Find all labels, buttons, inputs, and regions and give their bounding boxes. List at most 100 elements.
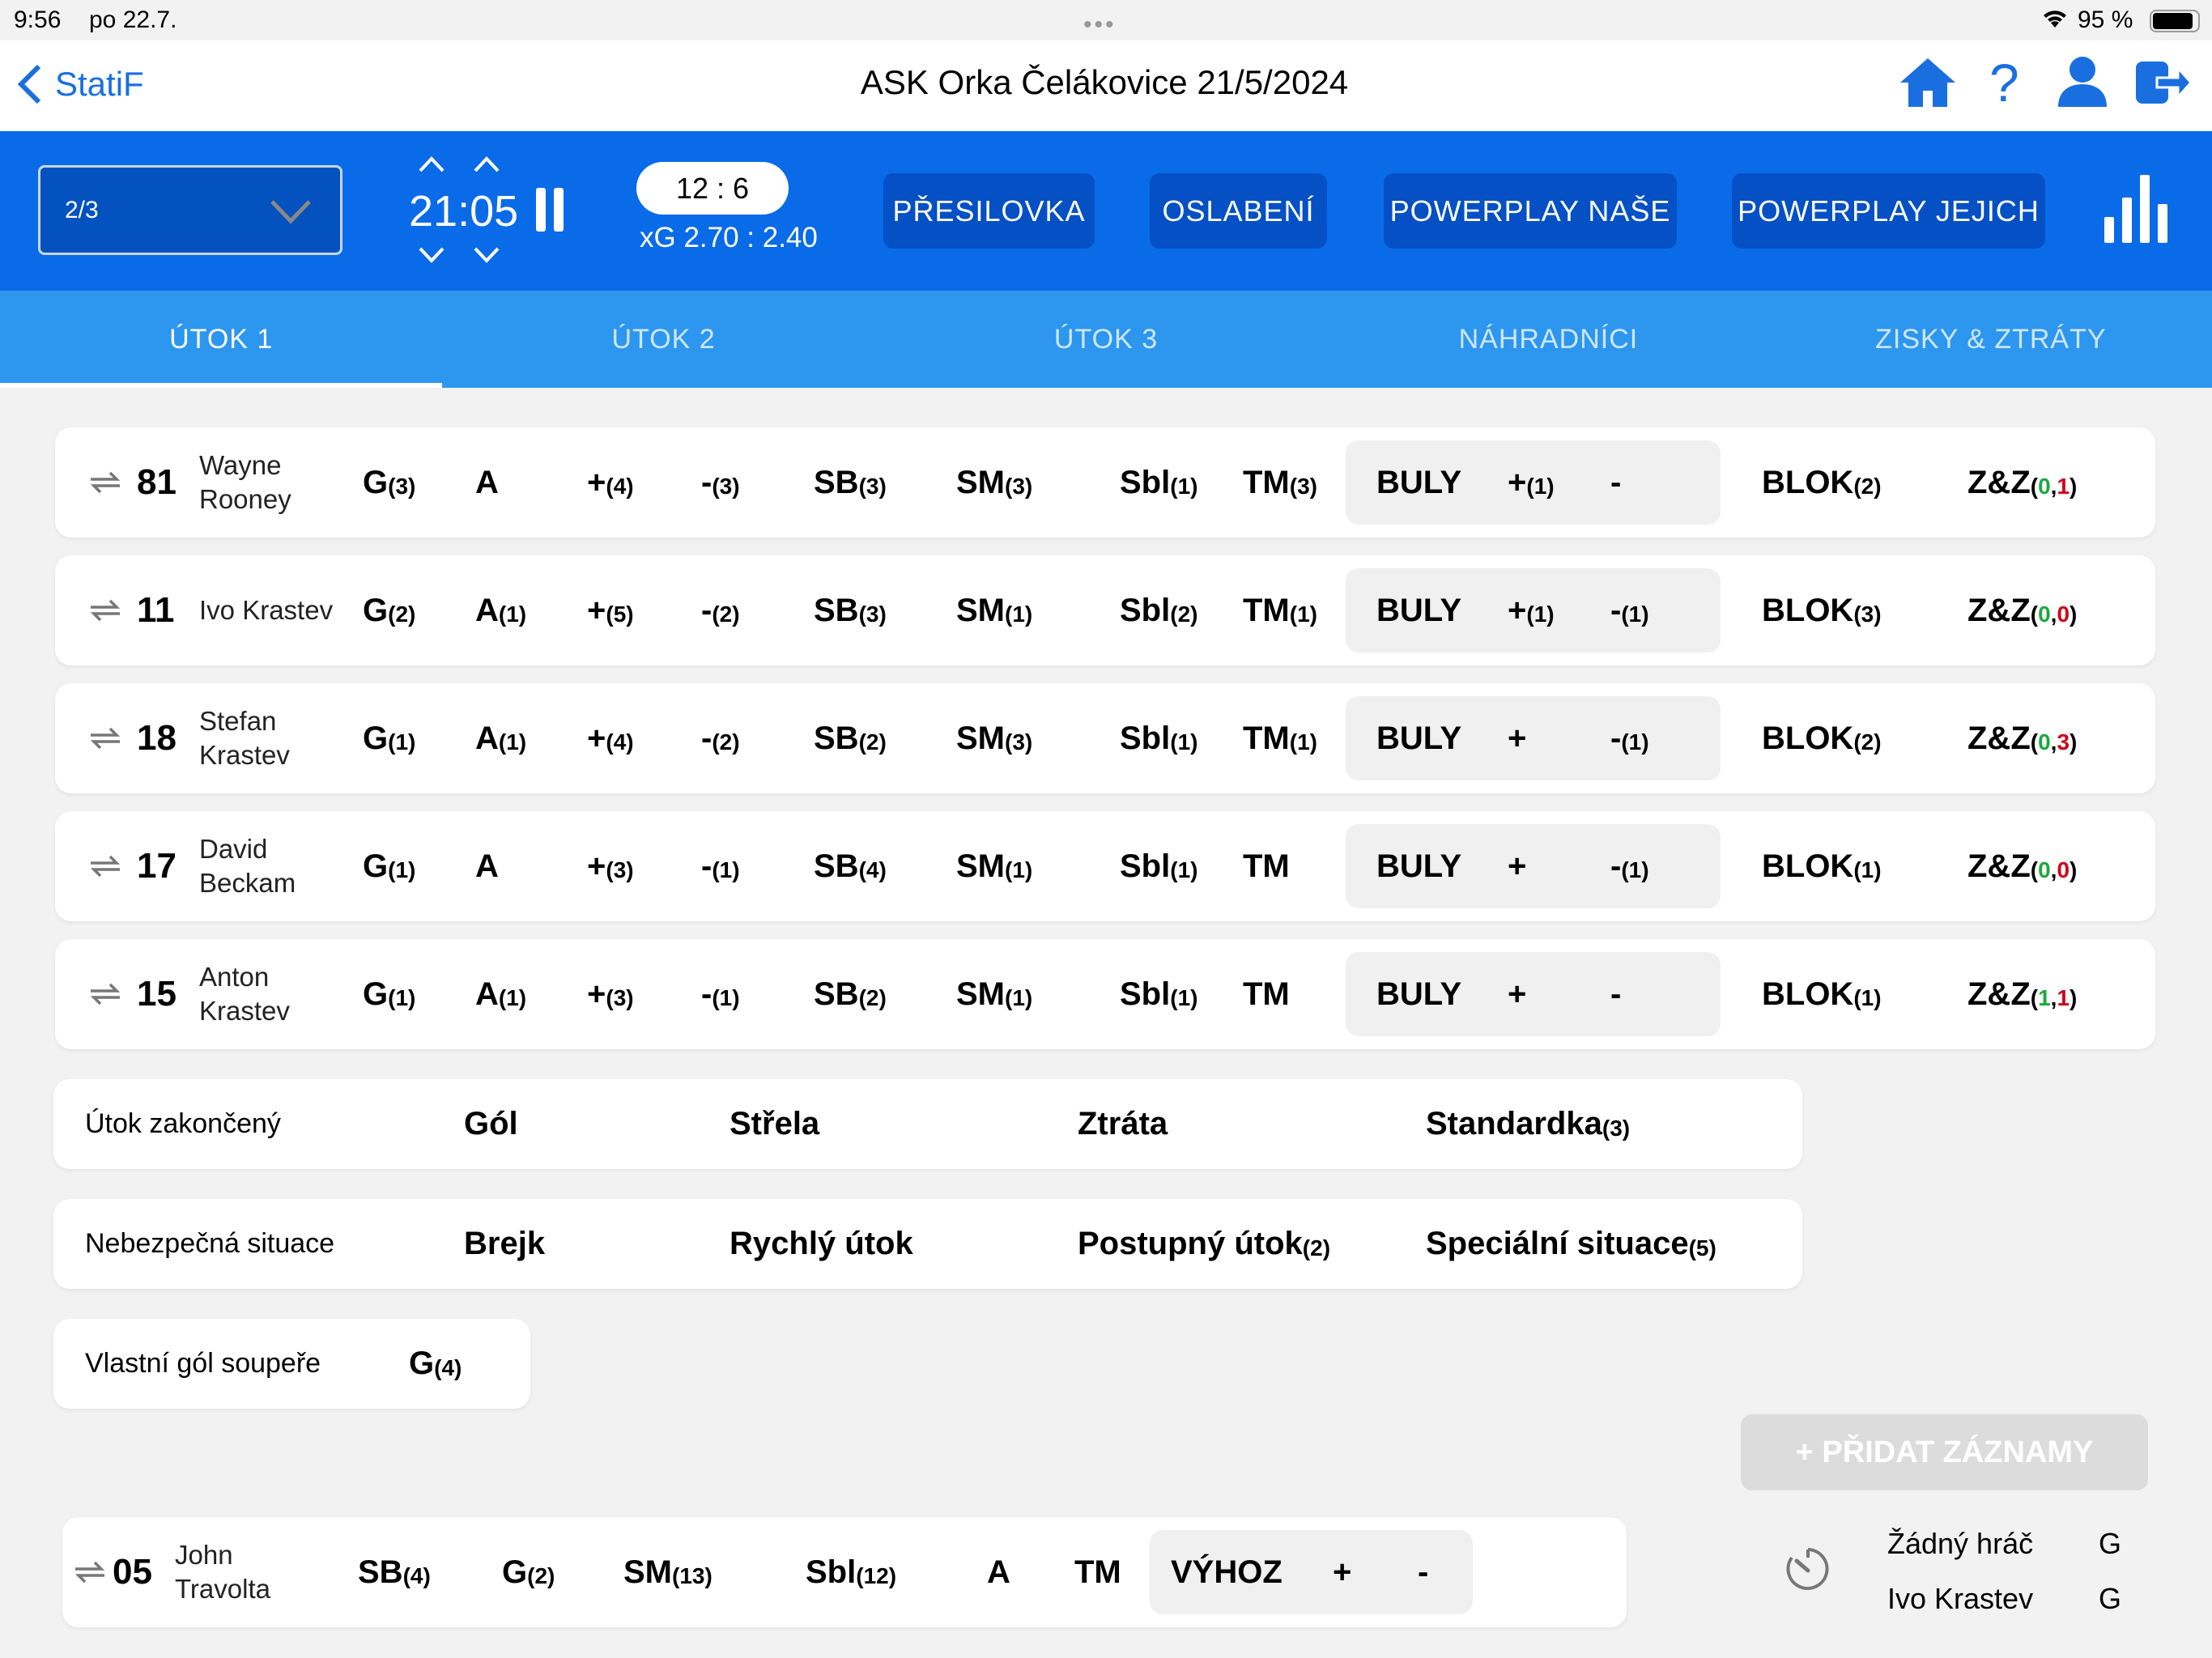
- stat-sm-button[interactable]: SM (1): [956, 555, 1032, 665]
- stat-plus-button[interactable]: + (3): [587, 811, 634, 921]
- event-speciální-situace-button[interactable]: Speciální situace (5): [1426, 1199, 1716, 1289]
- minutes-up-icon[interactable]: [418, 155, 445, 173]
- faceoff-won-button[interactable]: +: [1508, 811, 1526, 921]
- faceoff-lost-button[interactable]: - (1): [1610, 683, 1649, 793]
- goalie-stat-a-button[interactable]: A: [987, 1517, 1010, 1627]
- stat-a-button[interactable]: A: [475, 427, 499, 538]
- stat-sb-button[interactable]: SB (2): [814, 683, 887, 793]
- stat-a-button[interactable]: A: [475, 811, 499, 921]
- event-gól-button[interactable]: Gól: [464, 1079, 518, 1169]
- faceoff-lost-button[interactable]: -: [1610, 427, 1621, 538]
- minutes-down-icon[interactable]: [418, 246, 445, 264]
- help-icon[interactable]: ?: [1989, 53, 2019, 113]
- timer-icon[interactable]: [1785, 1546, 1831, 1592]
- stat-sm-button[interactable]: SM (3): [956, 427, 1032, 538]
- goalie-stat-sbl-button[interactable]: Sbl (12): [806, 1517, 896, 1627]
- swap-icon[interactable]: [87, 683, 123, 793]
- goalie-stat-sb-button[interactable]: SB (4): [358, 1517, 431, 1627]
- stat-minus-button[interactable]: - (2): [701, 555, 740, 665]
- add-records-button[interactable]: + PŘIDAT ZÁZNAMY: [1741, 1414, 2148, 1490]
- stat-tm-button[interactable]: TM (1): [1243, 683, 1317, 793]
- stat-sm-button[interactable]: SM (1): [956, 811, 1032, 921]
- stat-sbl-button[interactable]: Sbl (1): [1120, 811, 1197, 921]
- presilovka-button[interactable]: PŘESILOVKA: [883, 173, 1095, 249]
- period-dropdown[interactable]: 2/3: [38, 165, 342, 255]
- seconds-up-icon[interactable]: [473, 155, 500, 173]
- blok-button[interactable]: BLOK (3): [1762, 555, 1882, 665]
- event-střela-button[interactable]: Střela: [730, 1079, 819, 1169]
- swap-icon[interactable]: [87, 811, 123, 921]
- tab--tok-2[interactable]: ÚTOK 2: [611, 323, 716, 355]
- tab--tok-3[interactable]: ÚTOK 3: [1053, 323, 1159, 355]
- goal-throw-minus-button[interactable]: -: [1418, 1517, 1428, 1627]
- logout-icon[interactable]: [2134, 60, 2193, 105]
- stat-g-button[interactable]: G (2): [363, 555, 415, 665]
- stat-a-button[interactable]: A (1): [475, 555, 526, 665]
- swap-icon[interactable]: [72, 1517, 108, 1627]
- goal-throw-plus-button[interactable]: +: [1333, 1517, 1351, 1627]
- multitask-dots-icon[interactable]: •••: [1083, 11, 1117, 38]
- seconds-down-icon[interactable]: [473, 246, 500, 264]
- powerplay-nase-button[interactable]: POWERPLAY NAŠE: [1384, 173, 1677, 249]
- goalie-stat-sm-button[interactable]: SM (13): [623, 1517, 713, 1627]
- blok-button[interactable]: BLOK (2): [1762, 427, 1882, 538]
- powerplay-jejich-button[interactable]: POWERPLAY JEJICH: [1732, 173, 2045, 249]
- stat-sb-button[interactable]: SB (3): [814, 427, 887, 538]
- swap-icon[interactable]: [87, 555, 123, 665]
- faceoff-lost-button[interactable]: -: [1610, 939, 1621, 1049]
- faceoff-won-button[interactable]: +: [1508, 683, 1526, 793]
- stat-sb-button[interactable]: SB (2): [814, 939, 887, 1049]
- zz-button[interactable]: Z&Z (0,0): [1967, 555, 2077, 665]
- stat-g-button[interactable]: G (1): [363, 811, 415, 921]
- goalie-stat-g-button[interactable]: G (2): [502, 1517, 555, 1627]
- stat-g-button[interactable]: G (3): [363, 427, 415, 538]
- blok-button[interactable]: BLOK (1): [1762, 939, 1882, 1049]
- stat-sm-button[interactable]: SM (1): [956, 939, 1032, 1049]
- pause-icon[interactable]: [536, 188, 565, 232]
- score-pill[interactable]: 12 : 6: [636, 162, 789, 215]
- stat-minus-button[interactable]: - (2): [701, 683, 740, 793]
- zz-button[interactable]: Z&Z (1,1): [1967, 939, 2077, 1049]
- stat-minus-button[interactable]: - (1): [701, 811, 740, 921]
- tab--tok-1[interactable]: ÚTOK 1: [0, 291, 443, 388]
- stat-g-button[interactable]: G (1): [363, 939, 415, 1049]
- stat-plus-button[interactable]: + (4): [587, 683, 634, 793]
- stat-sb-button[interactable]: SB (4): [814, 811, 887, 921]
- faceoff-lost-button[interactable]: - (1): [1610, 555, 1649, 665]
- blok-button[interactable]: BLOK (2): [1762, 683, 1882, 793]
- event-brejk-button[interactable]: Brejk: [464, 1199, 545, 1289]
- faceoff-won-button[interactable]: + (1): [1508, 555, 1555, 665]
- oslabeni-button[interactable]: OSLABENÍ: [1150, 173, 1327, 249]
- stat-sbl-button[interactable]: Sbl (2): [1120, 555, 1197, 665]
- stat-sbl-button[interactable]: Sbl (1): [1120, 427, 1197, 538]
- stat-tm-button[interactable]: TM (3): [1243, 427, 1317, 538]
- tab-zisky-ztr-ty[interactable]: ZISKY & ZTRÁTY: [1875, 323, 2107, 355]
- faceoff-won-button[interactable]: + (1): [1508, 427, 1555, 538]
- event-rychlý-útok-button[interactable]: Rychlý útok: [730, 1199, 913, 1289]
- stat-g-button[interactable]: G (1): [363, 683, 415, 793]
- stat-tm-button[interactable]: TM: [1243, 811, 1290, 921]
- stat-plus-button[interactable]: + (3): [587, 939, 634, 1049]
- user-icon[interactable]: [2057, 55, 2108, 108]
- event-postupný-útok-button[interactable]: Postupný útok (2): [1078, 1199, 1330, 1289]
- faceoff-won-button[interactable]: +: [1508, 939, 1526, 1049]
- stat-sbl-button[interactable]: Sbl (1): [1120, 683, 1197, 793]
- swap-icon[interactable]: [87, 427, 123, 538]
- goalie-stat-tm-button[interactable]: TM: [1074, 1517, 1121, 1627]
- stat-plus-button[interactable]: + (4): [587, 427, 634, 538]
- stat-a-button[interactable]: A (1): [475, 939, 526, 1049]
- home-icon[interactable]: [1899, 55, 1957, 108]
- zz-button[interactable]: Z&Z (0,3): [1967, 683, 2077, 793]
- event-g-button[interactable]: G (4): [409, 1319, 462, 1409]
- faceoff-lost-button[interactable]: - (1): [1610, 811, 1649, 921]
- blok-button[interactable]: BLOK (1): [1762, 811, 1882, 921]
- stat-sb-button[interactable]: SB (3): [814, 555, 887, 665]
- stat-sbl-button[interactable]: Sbl (1): [1120, 939, 1197, 1049]
- stat-plus-button[interactable]: + (5): [587, 555, 634, 665]
- event-ztráta-button[interactable]: Ztráta: [1078, 1079, 1168, 1169]
- event-standardka-button[interactable]: Standardka (3): [1426, 1079, 1630, 1169]
- zz-button[interactable]: Z&Z (0,1): [1967, 427, 2077, 538]
- tab-n-hradn-ci[interactable]: NÁHRADNÍCI: [1458, 323, 1639, 355]
- bar-chart-icon[interactable]: [2104, 175, 2167, 243]
- back-button[interactable]: StatiF: [15, 63, 144, 105]
